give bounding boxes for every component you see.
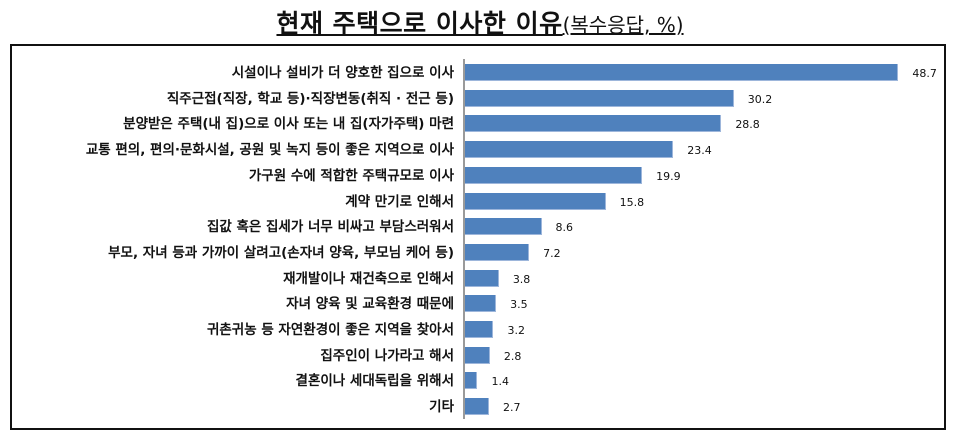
category-label: 시설이나 설비가 더 양호한 집으로 이사: [231, 65, 454, 81]
category-label: 부모, 자녀 등과 가까이 살려고(손자녀 양육, 부모님 케어 등): [108, 244, 454, 261]
value-label: 48.7: [912, 67, 937, 80]
bar-row: 결혼이나 세대독립을 위해서 1.4: [12, 370, 944, 392]
bar-row: 가구원 수에 적합한 주택규모로 이사 19.9: [12, 165, 944, 187]
bar-row: 교통 편의, 편의·문화시설, 공원 및 녹지 등이 좋은 지역으로 이사 23.…: [12, 139, 944, 161]
category-label: 직주근접(직장, 학교 등)·직장변동(취직 · 전근 등): [166, 90, 454, 107]
bar: [465, 372, 478, 390]
bar: [465, 218, 542, 236]
bar: [465, 89, 734, 107]
category-label: 집값 혹은 집세가 너무 비싸고 부담스러워서: [206, 219, 454, 236]
value-label: 15.8: [619, 195, 645, 209]
value-label: 8.6: [555, 221, 574, 235]
value-label: 1.4: [491, 375, 509, 389]
value-label: 7.2: [543, 246, 561, 260]
value-label: 2.7: [503, 401, 521, 415]
bar: [465, 295, 497, 313]
bar-row: 직주근접(직장, 학교 등)·직장변동(취직 · 전근 등) 30.2: [12, 88, 944, 110]
bar-row: 집주인이 나가라고 해서 2.8: [12, 345, 944, 367]
category-label: 계약 만기로 인해서: [345, 193, 454, 210]
category-label: 집주인이 나가라고 해서: [320, 347, 454, 364]
chart-title-main: 현재 주택으로 이사한 이유: [276, 9, 563, 38]
bar: [465, 192, 606, 210]
category-label: 재개발이나 재건축으로 인해서: [283, 270, 454, 287]
category-label: 가구원 수에 적합한 주택규모로 이사: [248, 167, 454, 184]
value-label: 30.2: [747, 92, 773, 106]
bar-row: 집값 혹은 집세가 너무 비싸고 부담스러워서 8.6: [12, 216, 944, 238]
bar-row: 재개발이나 재건축으로 인해서 3.8: [12, 268, 944, 290]
value-label: 3.2: [507, 324, 525, 337]
category-label: 귀촌귀농 등 자연환경이 좋은 지역을 찾아서: [206, 322, 454, 338]
bar: [465, 243, 530, 261]
value-label: 3.5: [510, 298, 528, 312]
bar-row: 부모, 자녀 등과 가까이 살려고(손자녀 양육, 부모님 케어 등) 7.2: [12, 242, 944, 264]
bar: [465, 64, 899, 81]
value-label: 23.4: [687, 144, 712, 158]
value-label: 19.9: [656, 169, 681, 183]
category-label: 결혼이나 세대독립을 위해서: [295, 373, 454, 390]
value-label: 28.8: [735, 118, 760, 132]
bar: [465, 141, 674, 159]
bar: [465, 398, 490, 416]
bar: [465, 115, 722, 133]
bar-row: 시설이나 설비가 더 양호한 집으로 이사 48.7: [12, 62, 944, 84]
category-label: 자녀 양육 및 교육환경 때문에: [286, 296, 454, 313]
chart-title: 현재 주택으로 이사한 이유(복수응답, %): [0, 4, 960, 40]
category-label: 기타: [429, 399, 454, 416]
y-axis-line: [463, 59, 465, 419]
bar-row: 귀촌귀농 등 자연환경이 좋은 지역을 찾아서 3.2: [12, 319, 944, 341]
bar: [465, 269, 499, 287]
value-label: 2.8: [503, 349, 522, 363]
bar-row: 기타 2.7: [12, 396, 944, 418]
bar-row: 계약 만기로 인해서 15.8: [12, 191, 944, 213]
category-label: 교통 편의, 편의·문화시설, 공원 및 녹지 등이 좋은 지역으로 이사: [85, 142, 454, 159]
bar: [465, 166, 643, 184]
value-label: 3.8: [512, 272, 531, 286]
category-label: 분양받은 주택(내 집)으로 이사 또는 내 집(자가주택) 마련: [123, 116, 454, 133]
bar-row: 자녀 양육 및 교육환경 때문에 3.5: [12, 293, 944, 315]
bar: [465, 321, 494, 338]
chart-frame: 시설이나 설비가 더 양호한 집으로 이사 48.7 직주근접(직장, 학교 등)·…: [10, 44, 946, 430]
chart-title-subtitle: (복수응답, %): [562, 13, 684, 37]
bar-row: 분양받은 주택(내 집)으로 이사 또는 내 집(자가주택) 마련 28.8: [12, 113, 944, 135]
bar: [465, 346, 490, 364]
